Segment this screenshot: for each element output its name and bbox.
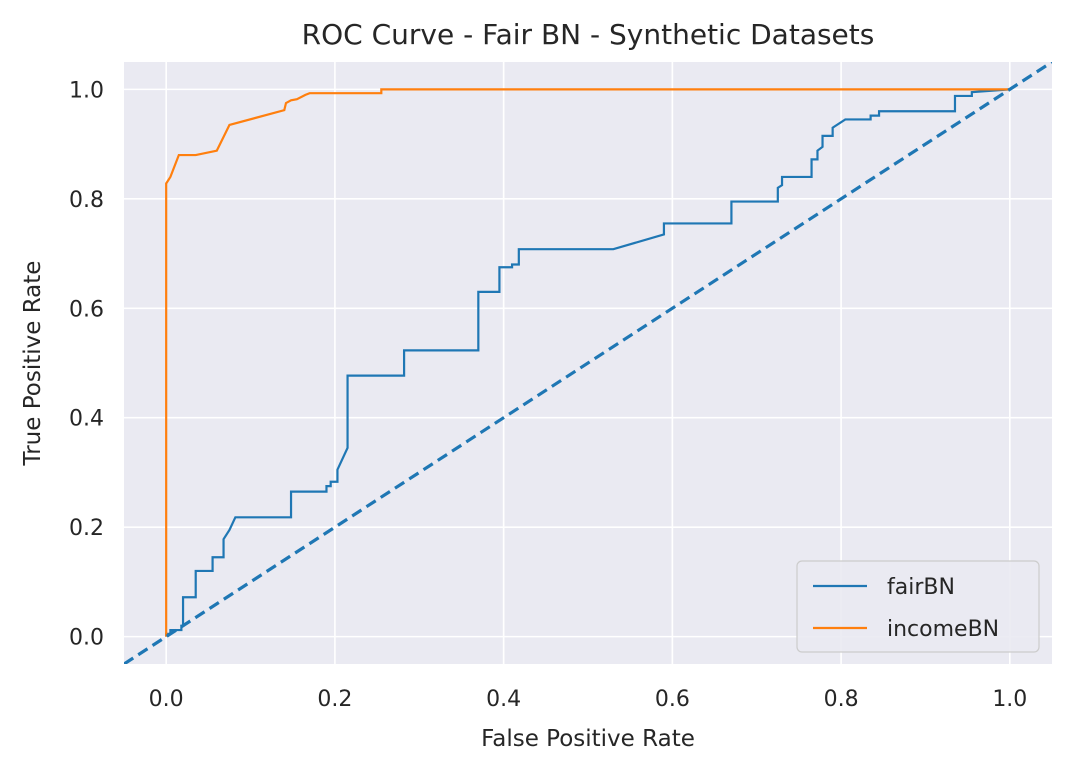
diagonal-reference-line [124, 62, 1052, 664]
tick-labels: 0.0 0.2 0.4 0.6 0.8 1.0 0.0 0.2 0.4 0.6 0.8 1.0 [69, 78, 1027, 712]
y-tick-label: 0.6 [69, 297, 104, 322]
y-axis-label: True Positive Rate [20, 261, 46, 467]
grid [124, 62, 1052, 664]
x-tick-label: 0.4 [486, 687, 521, 712]
x-tick-label: 0.2 [317, 687, 352, 712]
series-line-fairBN [165, 88, 1010, 637]
series-lines [124, 62, 1052, 664]
chart-title: ROC Curve - Fair BN - Synthetic Datasets [302, 18, 875, 51]
y-tick-label: 0.0 [69, 626, 104, 651]
legend-label-fairBN: fairBN [887, 575, 955, 600]
legend-box [796, 560, 1040, 653]
y-tick-label: 0.2 [69, 516, 104, 541]
legend: fairBN incomeBN [796, 560, 1040, 653]
series-line-incomeBN [165, 88, 1010, 637]
x-tick-label: 1.0 [992, 687, 1027, 712]
y-tick-label: 0.4 [69, 407, 104, 432]
legend-label-incomeBN: incomeBN [887, 617, 999, 642]
x-tick-label: 0.8 [824, 687, 859, 712]
y-tick-label: 0.8 [69, 188, 104, 213]
x-tick-label: 0.6 [655, 687, 690, 712]
x-tick-label: 0.0 [149, 687, 184, 712]
x-axis-label: False Positive Rate [481, 726, 695, 752]
y-tick-label: 1.0 [69, 78, 104, 103]
